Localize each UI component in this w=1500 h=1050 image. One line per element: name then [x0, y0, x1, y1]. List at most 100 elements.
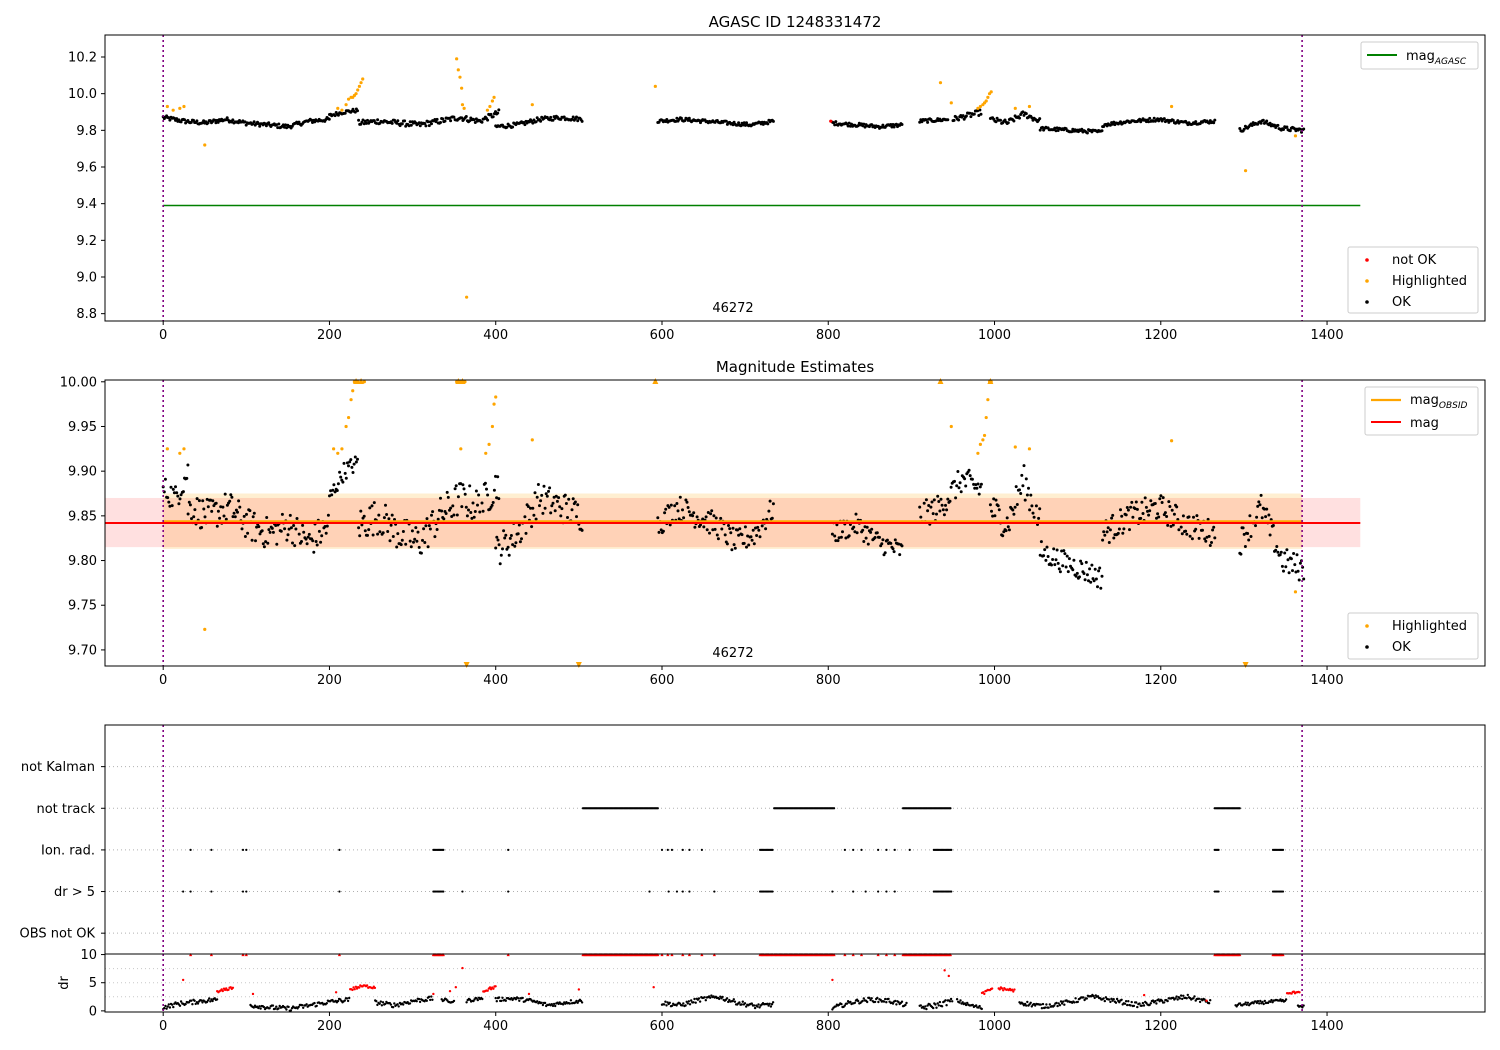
data-point [486, 493, 490, 497]
data-point [756, 525, 760, 529]
data-point [1037, 516, 1041, 520]
obsid-annotation: 46272 [712, 646, 753, 661]
data-point [576, 119, 580, 123]
data-point [984, 99, 988, 103]
data-point [891, 1002, 895, 1005]
y-tick-label: 10.00 [60, 375, 97, 390]
data-point-marker [1242, 662, 1249, 668]
y-tick-label: not Kalman [21, 760, 95, 775]
data-point [432, 992, 435, 996]
chart-title: Magnitude Estimates [716, 358, 874, 376]
data-point [1024, 477, 1028, 481]
data-point [1051, 558, 1055, 561]
data-point [326, 513, 330, 517]
data-point [740, 533, 744, 537]
y-tick-label: 9.70 [68, 643, 97, 658]
data-point [1102, 530, 1106, 534]
data-point [1140, 1004, 1144, 1007]
data-point [490, 99, 494, 103]
data-point [1151, 999, 1155, 1002]
data-point [464, 115, 468, 118]
data-point [331, 488, 335, 492]
data-point [898, 553, 902, 557]
data-point [1041, 1002, 1045, 1006]
data-point [1060, 1002, 1064, 1005]
data-point [752, 1004, 756, 1007]
data-point [349, 458, 353, 462]
data-point [218, 516, 222, 520]
data-point [1302, 1004, 1305, 1007]
data-point [681, 1004, 684, 1007]
data-point [948, 499, 952, 503]
data-point [686, 1002, 689, 1005]
data-point [549, 115, 553, 119]
data-point [551, 118, 555, 122]
data-point-marker [656, 952, 660, 957]
data-point [972, 112, 976, 116]
data-point [1160, 999, 1164, 1002]
data-point [984, 415, 988, 420]
data-point [711, 528, 715, 532]
data-point [573, 500, 577, 504]
data-point [766, 1002, 769, 1005]
x-tick-label: 1000 [978, 673, 1011, 688]
data-point [501, 996, 504, 999]
data-point [1243, 545, 1247, 548]
y-tick-label: 9.95 [68, 420, 97, 435]
data-point [341, 480, 345, 484]
data-point [970, 477, 974, 481]
data-point [996, 504, 1000, 508]
data-point [311, 539, 315, 543]
data-point [883, 551, 887, 555]
data-point [332, 483, 336, 487]
data-point [1185, 532, 1189, 536]
data-point [1123, 1002, 1127, 1005]
data-point [1001, 534, 1005, 538]
data-point [205, 497, 209, 501]
x-tick-label: 200 [317, 1019, 342, 1034]
data-point [693, 997, 696, 1001]
data-point [989, 90, 993, 94]
data-point [576, 503, 580, 507]
data-point [949, 424, 953, 429]
data-point [483, 481, 487, 485]
x-tick-label: 600 [650, 328, 675, 343]
data-point [560, 507, 564, 511]
data-point [1019, 492, 1023, 495]
x-tick-label: 1400 [1311, 673, 1344, 688]
data-point [1152, 116, 1156, 120]
data-point [401, 530, 405, 533]
y-tick-label: 10.0 [68, 87, 97, 102]
data-point [349, 398, 353, 402]
data-point [1185, 997, 1188, 1000]
data-point [529, 506, 532, 510]
data-point [702, 525, 706, 529]
y-tick-label: 8.8 [76, 307, 97, 322]
data-point [1064, 565, 1068, 569]
data-point [676, 509, 680, 513]
data-point [494, 985, 497, 988]
data-point [885, 1001, 888, 1004]
data-point [973, 486, 977, 490]
data-point [363, 529, 367, 533]
data-point [452, 513, 456, 517]
data-point [1282, 569, 1285, 573]
flag-point [893, 890, 896, 893]
data-point [495, 535, 499, 539]
legend-subscript: AGASC [1434, 57, 1467, 67]
data-point [427, 124, 431, 128]
data-point [490, 503, 494, 507]
data-point [459, 447, 463, 451]
data-point [731, 123, 735, 127]
data-point [841, 530, 844, 534]
data-point [955, 998, 959, 1001]
data-point [430, 995, 433, 998]
data-point [481, 509, 485, 513]
data-point [458, 75, 462, 79]
data-point [554, 1004, 557, 1008]
data-point [477, 493, 481, 497]
data-point [1063, 552, 1067, 556]
legend-marker-ok [1365, 645, 1369, 649]
data-point-marker [859, 952, 864, 957]
data-point [1190, 537, 1194, 541]
